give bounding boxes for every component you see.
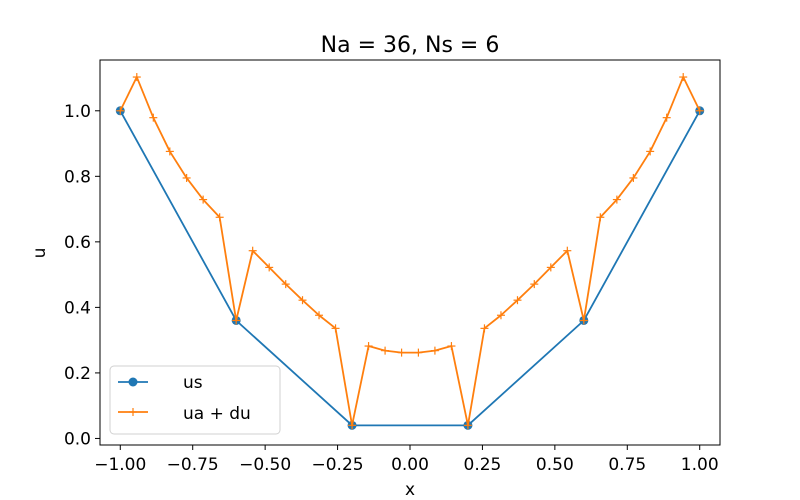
- data-point: [381, 346, 390, 355]
- data-point: [149, 113, 158, 122]
- legend-marker-ua-du: [129, 408, 137, 416]
- data-point: [348, 421, 357, 430]
- data-point: [513, 296, 522, 305]
- data-point: [646, 147, 655, 156]
- data-point: [199, 195, 208, 204]
- x-tick-label: −0.75: [167, 455, 219, 475]
- data-point: [430, 346, 439, 355]
- y-axis: 0.0 0.2 0.4 0.6 0.8 1.0: [64, 102, 100, 449]
- data-point: [480, 324, 489, 333]
- data-point: [397, 348, 406, 357]
- data-point: [132, 73, 141, 82]
- data-point: [546, 263, 555, 272]
- legend-label-ua-du: ua + du: [183, 404, 251, 424]
- x-tick-label: −0.25: [312, 455, 364, 475]
- data-point: [496, 311, 505, 320]
- data-point: [447, 342, 456, 351]
- chart-title: Na = 36, Ns = 6: [321, 33, 500, 58]
- data-point: [596, 213, 605, 222]
- legend-box: [109, 365, 281, 435]
- data-point: [563, 246, 572, 255]
- plot-frame: [99, 59, 721, 446]
- x-axis: −1.00 −0.75 −0.50 −0.25 0.00 0.25 0.50 0.75 1.00: [94, 445, 719, 475]
- x-tick-label: 0.25: [464, 455, 502, 475]
- series-line: [119, 76, 701, 427]
- legend-marker-us: [128, 377, 138, 387]
- data-point: [248, 246, 257, 255]
- data-point: [265, 263, 274, 272]
- data-point: [331, 324, 340, 333]
- data-point: [679, 73, 688, 82]
- legend-label-us: us: [183, 373, 203, 393]
- data-point: [116, 106, 125, 115]
- legend: us ua + du: [109, 365, 281, 435]
- y-axis-title: u: [30, 248, 50, 259]
- data-point: [165, 147, 174, 156]
- x-tick-label: 0.50: [536, 455, 574, 475]
- data-point: [182, 173, 191, 182]
- data-point: [281, 280, 290, 289]
- y-tick-label: 0.0: [64, 429, 91, 449]
- data-point: [695, 106, 704, 115]
- x-tick-label: 0.00: [391, 455, 429, 475]
- data-point: [579, 316, 588, 325]
- data-point: [629, 173, 638, 182]
- data-point: [298, 296, 307, 305]
- y-tick-label: 1.0: [64, 102, 91, 122]
- data-point: [215, 213, 224, 222]
- y-tick-label: 0.8: [64, 167, 91, 187]
- x-tick-label: 1.00: [681, 455, 719, 475]
- y-tick-label: 0.4: [64, 298, 91, 318]
- x-tick-label: 0.75: [608, 455, 646, 475]
- data-point: [364, 342, 373, 351]
- data-point: [612, 195, 621, 204]
- data-point: [414, 348, 423, 357]
- series-ua-du: [116, 73, 704, 430]
- data-point: [315, 311, 324, 320]
- data-point: [463, 421, 472, 430]
- y-tick-label: 0.2: [64, 364, 91, 384]
- data-point: [530, 280, 539, 289]
- series-line: [119, 110, 701, 427]
- series-layer: [115, 73, 705, 430]
- x-axis-title: x: [405, 480, 415, 500]
- y-tick-label: 0.6: [64, 233, 91, 253]
- data-point: [232, 316, 241, 325]
- data-point: [662, 113, 671, 122]
- x-tick-label: −0.50: [239, 455, 291, 475]
- x-tick-label: −1.00: [94, 455, 146, 475]
